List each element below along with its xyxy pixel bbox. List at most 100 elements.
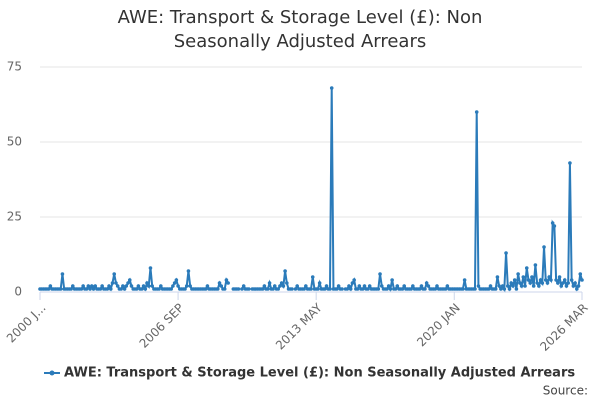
point [540,281,545,285]
point [119,287,123,291]
point [86,284,91,288]
point [205,284,210,288]
point [500,284,505,288]
point [385,287,389,291]
point [435,284,439,288]
point [46,287,51,291]
point [240,287,244,291]
point [171,284,175,288]
point [366,287,370,291]
point [69,287,73,291]
point [360,287,365,291]
point [310,275,315,279]
point [150,284,154,288]
point [559,284,564,288]
point [409,287,413,291]
point [260,287,265,291]
point [143,287,148,291]
point [564,284,569,288]
x-tick-label: 2026 MAR [537,301,590,354]
point [474,110,479,114]
point [112,272,117,276]
point [488,284,493,288]
point [89,284,94,288]
point [578,272,583,276]
point [554,278,558,282]
point [509,281,514,285]
point [121,284,125,288]
point [107,284,111,288]
point [519,284,524,288]
point [140,287,144,291]
point [348,287,353,291]
point [169,287,173,291]
point [552,224,557,228]
point [557,275,562,279]
point [542,245,546,249]
point [281,284,286,288]
point [172,281,177,285]
point [219,284,224,288]
point [493,287,498,291]
point [537,284,541,288]
point [355,287,360,291]
point [521,275,526,279]
point [176,284,180,288]
point [386,284,391,288]
point [188,284,192,288]
point [571,284,576,288]
point [295,284,299,288]
point [81,284,85,288]
point [329,86,334,90]
point [262,284,267,288]
point [575,287,579,291]
point [347,284,351,288]
point [566,281,570,285]
point [247,287,251,291]
point [70,284,75,288]
point [576,284,581,288]
point [316,287,320,291]
point [549,278,553,282]
point [186,269,191,273]
point [462,278,467,282]
x-tick-label: 2000 J... [4,301,49,346]
point [502,287,507,291]
point [222,287,227,291]
point [276,287,281,291]
point [357,284,362,288]
point [419,284,424,288]
point [497,284,501,288]
point [324,284,329,288]
point [105,287,110,291]
point [148,266,153,270]
point [388,287,393,291]
x-tick-label: 2006 SEP [137,301,187,351]
point [100,284,104,288]
point [174,278,179,282]
point [514,287,519,291]
point [127,278,132,282]
point [379,284,384,288]
legend-marker [49,370,55,376]
point [134,287,139,291]
point [226,281,230,285]
point [545,281,550,285]
point [511,284,515,288]
point [376,287,381,291]
point [561,281,565,285]
point [411,284,415,288]
point [423,287,427,291]
point [215,287,220,291]
point [486,287,491,291]
point [115,284,120,288]
point [426,284,431,288]
series-line [40,87,583,293]
point [443,287,448,291]
point [367,284,372,288]
point [518,281,522,285]
point [84,287,89,291]
point [241,284,246,288]
point [516,272,520,276]
